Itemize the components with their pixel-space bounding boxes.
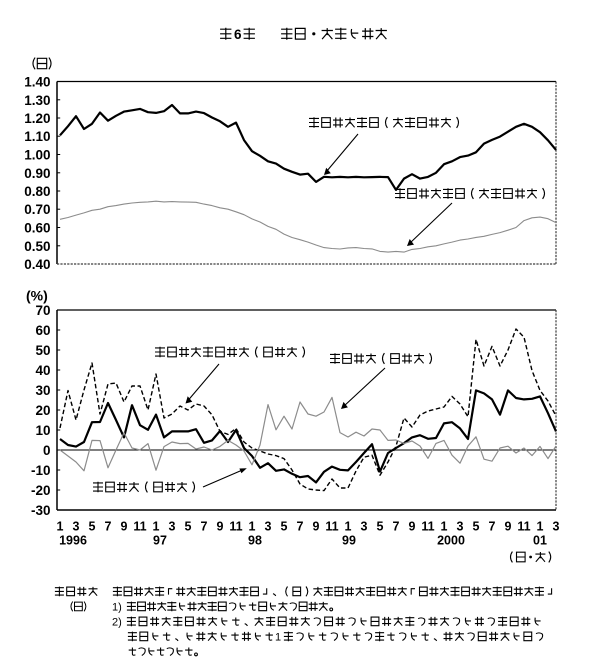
svg-text:1: 1 [537,520,544,534]
svg-text:5: 5 [281,520,288,534]
svg-text:0.60: 0.60 [24,221,50,236]
svg-text:9: 9 [217,520,224,534]
svg-text:1996: 1996 [59,534,87,548]
svg-text:5: 5 [473,520,480,534]
svg-text:11: 11 [133,520,146,534]
svg-text:1: 1 [275,632,281,644]
svg-text:30: 30 [35,383,50,398]
svg-text:0: 0 [43,443,51,458]
svg-text:7: 7 [297,520,304,534]
svg-text:99: 99 [342,534,356,548]
svg-text:1.40: 1.40 [24,75,50,90]
svg-text:98: 98 [248,534,262,548]
svg-text:1.10: 1.10 [24,129,50,144]
svg-text:0.90: 0.90 [24,166,50,181]
svg-text:60: 60 [35,323,50,338]
svg-text:50: 50 [35,343,50,358]
svg-text:3: 3 [265,520,272,534]
svg-text:2): 2) [112,617,122,629]
svg-text:9: 9 [313,520,320,534]
svg-text:1): 1) [112,602,122,614]
svg-text:0.40: 0.40 [24,257,50,272]
svg-text:3: 3 [169,520,176,534]
svg-text:3: 3 [361,520,368,534]
svg-text:10: 10 [35,423,50,438]
svg-text:5: 5 [89,520,96,534]
svg-text:5: 5 [377,520,384,534]
svg-text:1: 1 [57,520,64,534]
svg-text:7: 7 [105,520,112,534]
svg-text:5: 5 [185,520,192,534]
svg-text:-30: -30 [31,503,51,518]
svg-text:11: 11 [421,520,434,534]
svg-text:0.80: 0.80 [24,184,50,199]
svg-text:97: 97 [153,534,167,548]
svg-text:1: 1 [345,520,352,534]
svg-text:0.70: 0.70 [24,202,50,217]
svg-text:-10: -10 [31,463,51,478]
svg-text:9: 9 [121,520,128,534]
svg-text:3: 3 [73,520,80,534]
svg-text:0.50: 0.50 [24,239,50,254]
svg-text:1: 1 [249,520,256,534]
svg-text:7: 7 [489,520,496,534]
svg-text:1.00: 1.00 [24,148,50,163]
svg-text:1: 1 [153,520,160,534]
svg-text:70: 70 [35,303,50,318]
svg-text:7: 7 [393,520,400,534]
svg-text:11: 11 [229,520,242,534]
svg-text:20: 20 [35,403,50,418]
svg-text:3: 3 [457,520,464,534]
svg-text:6: 6 [234,27,242,42]
svg-text:3: 3 [553,520,560,534]
svg-text:7: 7 [201,520,208,534]
svg-text:11: 11 [325,520,338,534]
svg-text:1.30: 1.30 [24,93,50,108]
svg-text:(%): (%) [26,288,48,304]
svg-text:11: 11 [517,520,530,534]
svg-text:-20: -20 [31,483,51,498]
svg-text:9: 9 [505,520,512,534]
svg-text:1.20: 1.20 [24,111,50,126]
svg-text:01: 01 [533,534,547,548]
svg-text:2000: 2000 [437,534,465,548]
svg-text:9: 9 [409,520,416,534]
svg-text:40: 40 [35,363,50,378]
svg-text:1: 1 [441,520,448,534]
